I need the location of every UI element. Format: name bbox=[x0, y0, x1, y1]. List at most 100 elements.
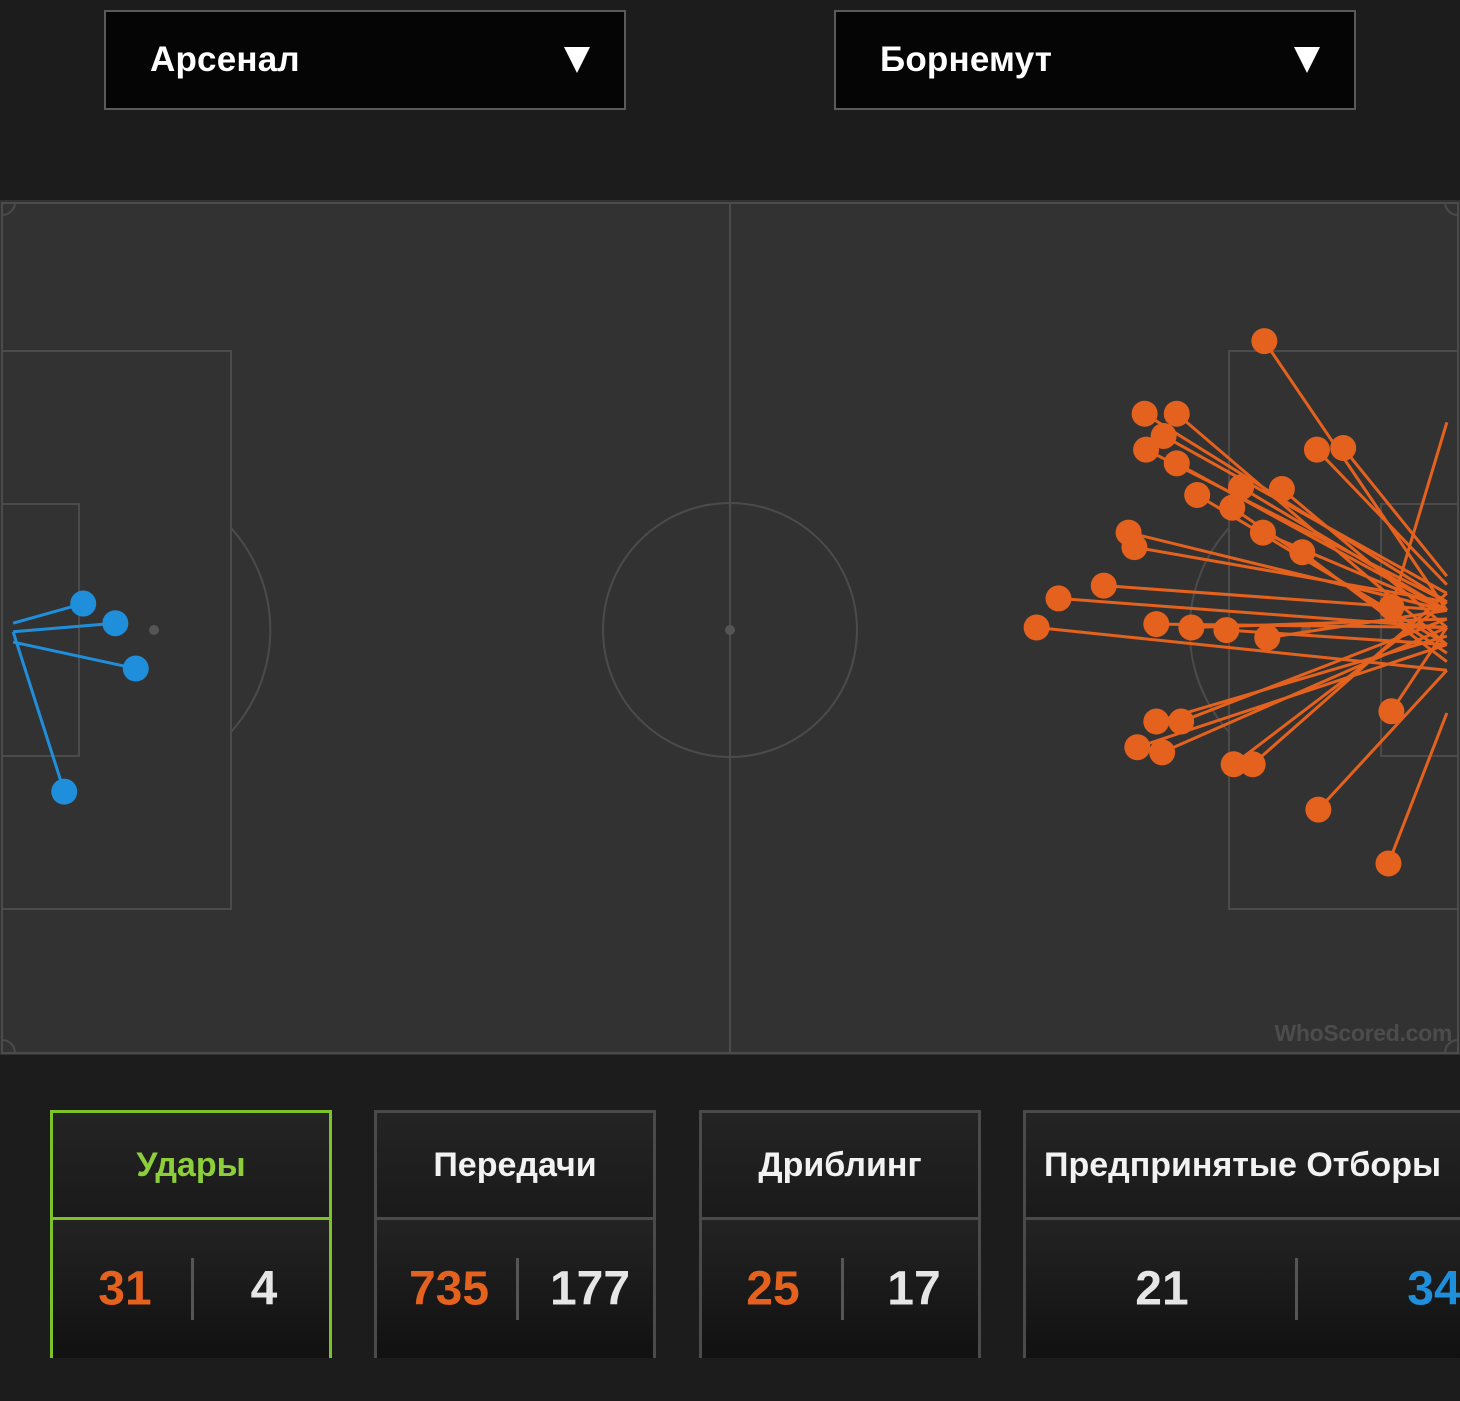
orange-shot-origin bbox=[1115, 519, 1142, 546]
orange-shot-line bbox=[1267, 608, 1448, 640]
shots-layer bbox=[11, 328, 1449, 877]
center-circle bbox=[602, 502, 858, 758]
orange-shot-origin bbox=[1090, 572, 1117, 599]
orange-shot-origin bbox=[1378, 698, 1405, 725]
home-team-select[interactable]: Арсенал bbox=[104, 10, 626, 110]
orange-shot-origin bbox=[1330, 434, 1357, 461]
orange-shot-origin bbox=[1124, 734, 1151, 761]
orange-shot-origin bbox=[1220, 751, 1247, 778]
orange-shot-origin bbox=[1149, 739, 1176, 766]
value-separator bbox=[1295, 1258, 1298, 1320]
left-six-yard-box bbox=[1, 503, 80, 757]
orange-shot-line bbox=[1280, 487, 1448, 629]
tab-dribbles[interactable]: Дриблинг 25 17 bbox=[699, 1110, 981, 1358]
orange-shot-origin bbox=[1178, 614, 1205, 641]
orange-shot-line bbox=[1342, 447, 1449, 578]
orange-shot-origin bbox=[1143, 611, 1170, 638]
orange-shot-origin bbox=[1249, 519, 1276, 546]
tab-dribbles-label: Дриблинг bbox=[702, 1113, 978, 1220]
orange-shot-origin bbox=[1184, 481, 1211, 508]
orange-shot-origin bbox=[1168, 708, 1195, 735]
left-penalty-arc bbox=[230, 527, 272, 733]
blue-shot-origin bbox=[122, 655, 149, 682]
orange-shot-origin bbox=[1219, 494, 1246, 521]
left-penalty-spot bbox=[149, 625, 159, 635]
shots-away-value: 4 bbox=[250, 1262, 278, 1316]
orange-shot-origin bbox=[1251, 328, 1278, 355]
corner-arc bbox=[1, 1039, 16, 1054]
corner-arc bbox=[1444, 202, 1459, 217]
orange-shot-origin bbox=[1305, 796, 1332, 823]
orange-shot-origin bbox=[1375, 850, 1402, 877]
orange-shot-line bbox=[1387, 712, 1449, 865]
blue-shot-line bbox=[11, 631, 66, 793]
blue-shot-line bbox=[12, 640, 137, 671]
orange-shot-origin bbox=[1213, 617, 1240, 644]
value-separator bbox=[516, 1258, 519, 1320]
orange-shot-line bbox=[1317, 669, 1448, 811]
blue-shot-origin bbox=[51, 778, 78, 805]
orange-shot-origin bbox=[1239, 751, 1266, 778]
orange-shot-origin bbox=[1045, 585, 1072, 612]
orange-shot-origin bbox=[1163, 400, 1190, 427]
tab-dribbles-values: 25 17 bbox=[702, 1220, 978, 1358]
corner-arc bbox=[1, 202, 16, 217]
orange-shot-line bbox=[1143, 412, 1448, 604]
whoscored-watermark: WhoScored.com bbox=[1274, 1020, 1452, 1046]
orange-shot-line bbox=[1389, 421, 1449, 608]
passes-away-value: 177 bbox=[549, 1262, 631, 1316]
orange-shot-line bbox=[1315, 448, 1448, 586]
orange-shot-origin bbox=[1023, 614, 1050, 641]
away-team-select[interactable]: Борнемут bbox=[834, 10, 1356, 110]
orange-shot-origin bbox=[1378, 593, 1405, 620]
orange-shot-line bbox=[1180, 617, 1448, 723]
orange-shot-line bbox=[1155, 634, 1448, 723]
orange-shot-origin bbox=[1163, 450, 1190, 477]
orange-shot-line bbox=[1263, 340, 1449, 612]
tab-tackles-label: Предпринятые Отборы bbox=[1026, 1113, 1460, 1220]
orange-shot-line bbox=[1251, 592, 1448, 766]
orange-shot-origin bbox=[1131, 400, 1158, 427]
tab-passes[interactable]: Передачи 735 177 bbox=[374, 1110, 656, 1358]
orange-shot-origin bbox=[1303, 436, 1330, 463]
blue-shot-origin bbox=[102, 610, 129, 637]
orange-shot-line bbox=[1145, 448, 1448, 604]
away-team-name: Борнемут bbox=[880, 40, 1053, 79]
chevron-down-icon bbox=[564, 47, 590, 73]
tackles-away-value: 34 bbox=[1407, 1262, 1460, 1316]
tab-shots[interactable]: Удары 31 4 bbox=[50, 1110, 332, 1358]
dribbles-home-value: 25 bbox=[746, 1262, 800, 1316]
chevron-down-icon bbox=[1294, 47, 1320, 73]
passes-home-value: 735 bbox=[408, 1262, 490, 1316]
shots-home-value: 31 bbox=[98, 1262, 152, 1316]
tackles-home-value: 21 bbox=[1135, 1262, 1189, 1316]
pitch-shot-map: WhoScored.com bbox=[0, 200, 1460, 1055]
tab-passes-label: Передачи bbox=[377, 1113, 653, 1220]
tab-passes-values: 735 177 bbox=[377, 1220, 653, 1358]
orange-shot-line bbox=[1301, 551, 1448, 663]
orange-shot-line bbox=[1161, 626, 1448, 754]
orange-shot-origin bbox=[1228, 474, 1254, 501]
tab-tackles-values: 21 34 bbox=[1026, 1220, 1460, 1358]
orange-shot-line bbox=[1390, 626, 1449, 713]
tab-shots-values: 31 4 bbox=[53, 1220, 329, 1358]
center-spot bbox=[725, 625, 735, 635]
corner-arc bbox=[1444, 1039, 1459, 1054]
orange-shot-line bbox=[1036, 626, 1448, 672]
orange-shot-origin bbox=[1143, 708, 1170, 735]
orange-shot-origin bbox=[1150, 422, 1177, 449]
orange-shot-line bbox=[1156, 622, 1447, 629]
value-separator bbox=[191, 1258, 194, 1320]
right-six-yard-box bbox=[1380, 503, 1459, 757]
pitch-graphic bbox=[1, 202, 1459, 1054]
orange-shot-origin bbox=[1254, 624, 1281, 651]
tab-tackles-attempted[interactable]: Предпринятые Отборы 21 34 bbox=[1023, 1110, 1460, 1358]
blue-shot-origin bbox=[70, 590, 97, 617]
tab-shots-label: Удары bbox=[53, 1113, 329, 1220]
home-team-name: Арсенал bbox=[150, 40, 300, 79]
orange-shot-origin bbox=[1268, 475, 1295, 502]
blue-shot-line bbox=[13, 621, 116, 634]
orange-shot-origin bbox=[1289, 539, 1316, 566]
orange-shot-line bbox=[1058, 596, 1447, 629]
value-separator bbox=[841, 1258, 844, 1320]
